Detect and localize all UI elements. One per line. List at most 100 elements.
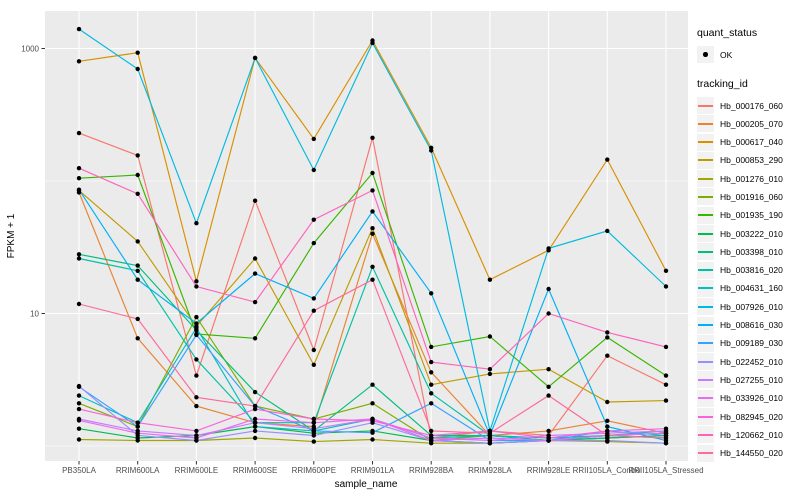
legend-title-tracking-id: tracking_id (697, 78, 748, 90)
y-axis-title: FPKM + 1 (6, 213, 17, 258)
legend: quant_status OK tracking_id Hb_000176_06… (697, 27, 799, 463)
data-point (370, 437, 375, 442)
legend-key-swatch (697, 389, 714, 407)
data-point (663, 426, 669, 431)
legend-label: Hb_004631_160 (720, 283, 783, 294)
data-point (76, 130, 82, 136)
x-tick-label: RRIM600SE (233, 466, 277, 475)
data-point (252, 336, 258, 341)
legend-entry-Hb_003398_010: Hb_003398_010 (697, 243, 799, 261)
legend-line-icon (698, 250, 713, 253)
data-point (135, 420, 140, 425)
data-point (135, 424, 140, 429)
data-point (487, 371, 493, 377)
data-point (135, 263, 140, 268)
legend-line-icon (698, 195, 713, 198)
legend-key-swatch (697, 426, 714, 444)
legend-label: Hb_000205_070 (720, 118, 783, 129)
data-point (135, 172, 140, 178)
data-point (605, 330, 610, 335)
legend-key-swatch (697, 279, 714, 297)
legend-line-icon (698, 360, 713, 363)
legend-label: Hb_001916_060 (720, 191, 783, 202)
data-point (546, 367, 551, 372)
data-point (370, 170, 375, 176)
data-point (252, 420, 258, 425)
data-point (76, 252, 82, 257)
data-point (605, 353, 610, 358)
legend-label-ok: OK (720, 49, 733, 60)
legend-entry-Hb_144550_020: Hb_144550_020 (697, 444, 799, 462)
data-point (76, 301, 82, 307)
legend-label: Hb_000176_060 (720, 100, 783, 111)
data-point (663, 373, 669, 378)
legend-line-icon (698, 324, 713, 327)
legend-line-icon (698, 415, 713, 418)
legend-entry-Hb_082945_020: Hb_082945_020 (697, 408, 799, 426)
data-point (663, 398, 669, 403)
legend-label: Hb_033926_010 (720, 393, 783, 404)
data-point (605, 433, 610, 438)
data-point (663, 382, 669, 387)
data-point (76, 418, 82, 423)
data-point (135, 316, 140, 322)
x-tick-label: RRIM901LA (351, 466, 395, 475)
data-point (76, 406, 82, 412)
data-point (487, 367, 493, 372)
data-point (311, 240, 316, 246)
legend-entry-Hb_004631_160: Hb_004631_160 (697, 279, 799, 297)
x-tick-label: RRII105LA_Control (573, 466, 643, 475)
data-point (370, 382, 375, 387)
data-point (252, 416, 258, 422)
data-point (76, 187, 82, 192)
x-tick-label: RRIM600PE (292, 466, 336, 475)
data-point (252, 256, 258, 261)
data-point (252, 55, 258, 61)
x-tick-label: RRII105LA_Stressed (628, 466, 703, 475)
legend-line-icon (698, 287, 713, 290)
legend-key-swatch (697, 316, 714, 334)
legend-line-icon (698, 305, 713, 308)
data-point (311, 217, 316, 222)
data-point (546, 311, 551, 316)
panel-background (45, 11, 688, 461)
data-point (370, 209, 375, 214)
data-point (429, 391, 434, 396)
legend-label: Hb_003816_020 (720, 265, 783, 276)
data-point (546, 384, 551, 389)
ok-point-symbol (697, 46, 714, 63)
data-point (429, 344, 434, 350)
legend-line-icon (698, 141, 713, 144)
legend-entry-Hb_000617_040: Hb_000617_040 (697, 133, 799, 151)
data-point (311, 308, 316, 313)
legend-key-swatch (697, 115, 714, 133)
data-point (76, 176, 82, 181)
legend-line-icon (698, 177, 713, 180)
data-point (194, 325, 199, 330)
data-point (605, 418, 610, 423)
data-point (76, 437, 82, 442)
data-point (663, 344, 669, 350)
data-point (76, 393, 82, 398)
legend-entry-Hb_022452_010: Hb_022452_010 (697, 353, 799, 371)
data-point (76, 383, 82, 389)
legend-key-swatch (697, 206, 714, 224)
legend-entry-ok: OK (697, 46, 799, 63)
legend-entry-Hb_120662_010: Hb_120662_010 (697, 426, 799, 444)
data-point (135, 153, 140, 158)
data-point (487, 431, 493, 436)
legend-key-swatch (697, 298, 714, 316)
data-point (135, 431, 140, 436)
data-point (487, 277, 493, 282)
legend-line-icon (698, 159, 713, 162)
data-point (76, 256, 82, 261)
data-point (546, 428, 551, 434)
data-point (135, 336, 140, 341)
data-point (194, 332, 199, 338)
legend-entry-Hb_000853_290: Hb_000853_290 (697, 151, 799, 169)
data-point (605, 228, 610, 234)
data-point (370, 418, 375, 423)
data-point (546, 435, 551, 441)
data-point (194, 357, 199, 362)
